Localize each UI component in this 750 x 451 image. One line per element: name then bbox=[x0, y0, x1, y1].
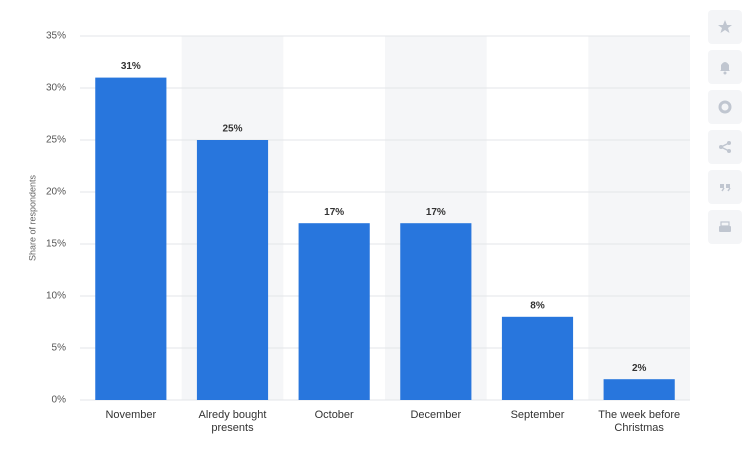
x-tick-label: Alredy bought presents bbox=[198, 409, 267, 434]
bar bbox=[603, 379, 675, 400]
bar bbox=[196, 140, 269, 400]
value-label: 31% bbox=[121, 61, 141, 72]
x-tick-label: The week before Christmas bbox=[598, 409, 681, 434]
y-tick-label: 35% bbox=[46, 31, 66, 42]
quote-icon bbox=[720, 184, 731, 192]
y-tick-label: 20% bbox=[46, 187, 66, 198]
y-tick-label: 5% bbox=[52, 343, 67, 354]
print-icon bbox=[719, 221, 731, 232]
gear-icon bbox=[718, 100, 732, 114]
y-tick-label: 0% bbox=[52, 395, 67, 406]
y-tick-label: 30% bbox=[46, 83, 66, 94]
bar bbox=[501, 316, 574, 400]
y-tick-label: 10% bbox=[46, 291, 66, 302]
value-label: 25% bbox=[222, 124, 242, 135]
bell-icon bbox=[720, 62, 730, 75]
share-button[interactable] bbox=[708, 130, 742, 164]
bar bbox=[400, 223, 472, 400]
value-label: 8% bbox=[530, 300, 545, 311]
settings-button[interactable] bbox=[708, 90, 742, 124]
x-tick-label: September bbox=[510, 409, 565, 421]
share-icon bbox=[719, 141, 731, 153]
favorite-button[interactable] bbox=[708, 10, 742, 44]
cite-button[interactable] bbox=[708, 170, 742, 204]
star-icon bbox=[718, 20, 732, 33]
y-axis-title: Share of respondents bbox=[27, 174, 37, 261]
x-tick-label: October bbox=[314, 409, 354, 421]
value-label: 17% bbox=[426, 207, 446, 218]
notification-button[interactable] bbox=[708, 50, 742, 84]
value-label: 17% bbox=[324, 207, 344, 218]
bar bbox=[298, 223, 370, 400]
y-tick-label: 25% bbox=[46, 135, 66, 146]
bar bbox=[95, 77, 167, 400]
y-tick-label: 15% bbox=[46, 239, 66, 250]
band-shade bbox=[588, 36, 690, 400]
x-tick-label: December bbox=[410, 409, 462, 421]
x-tick-label: November bbox=[105, 409, 157, 421]
print-button[interactable] bbox=[708, 210, 742, 244]
value-label: 2% bbox=[632, 363, 647, 374]
